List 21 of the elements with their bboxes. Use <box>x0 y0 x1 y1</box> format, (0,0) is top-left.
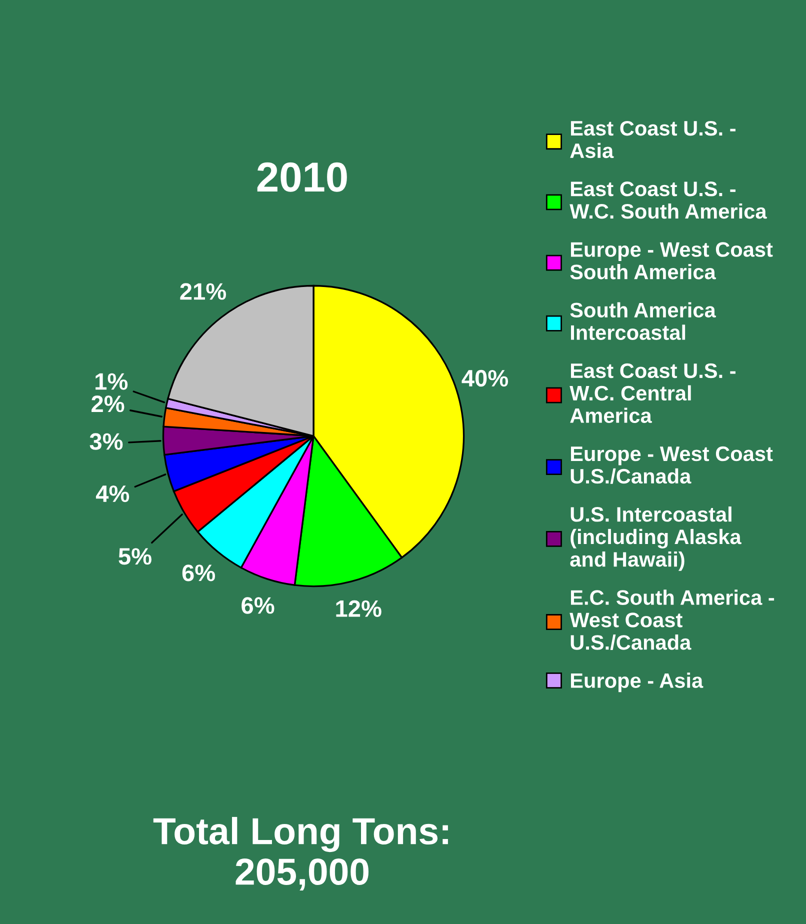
data-label: 4% <box>96 485 130 502</box>
legend-label: Europe - West Coast South America <box>570 242 773 280</box>
legend-label: U.S. Intercoastal (including Alaska and Hawaii) <box>570 506 742 571</box>
data-label: 12% <box>336 600 382 617</box>
data-label: 6% <box>182 564 216 582</box>
legend-label: East Coast U.S. - W.C. South America <box>570 182 767 219</box>
data-label: 2% <box>92 395 124 412</box>
data-label: 1% <box>96 373 128 390</box>
legend-label: Europe - West Coast U.S./Canada <box>570 446 773 484</box>
text: 2010 <box>257 162 347 192</box>
data-label: 6% <box>242 597 274 614</box>
legend-label: E.C. South America - West Coast U.S./Canada <box>570 590 774 650</box>
data-label: 21% <box>180 283 226 300</box>
legend-label: Europe - Asia <box>570 672 704 692</box>
legend-label: South America Intercoastal <box>570 302 716 340</box>
legend-label: East Coast U.S. - Asia <box>570 120 736 158</box>
data-label: 5% <box>118 548 152 565</box>
data-label: 3% <box>90 433 123 450</box>
text: Total Long Tons: 205,000 <box>153 816 448 890</box>
data-label: 40% <box>462 370 508 387</box>
legend-label: East Coast U.S. - W.C. Central America <box>570 363 736 424</box>
